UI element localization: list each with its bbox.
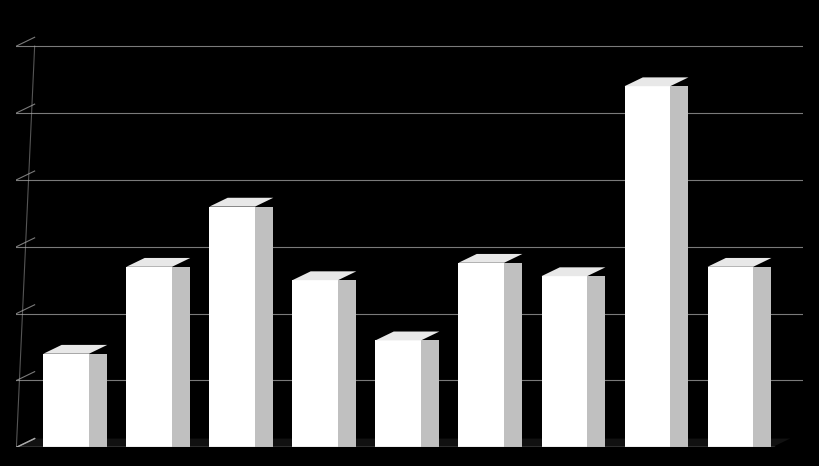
Polygon shape (89, 354, 107, 447)
Bar (625, 86, 670, 447)
Bar (43, 354, 89, 447)
Bar (375, 340, 421, 447)
Polygon shape (421, 340, 439, 447)
Polygon shape (587, 276, 605, 447)
Polygon shape (459, 254, 523, 263)
Bar (292, 280, 338, 447)
Bar (210, 206, 255, 447)
Polygon shape (126, 258, 190, 267)
Bar (541, 276, 587, 447)
Polygon shape (16, 439, 790, 447)
Polygon shape (505, 263, 523, 447)
Polygon shape (255, 206, 274, 447)
Polygon shape (541, 267, 605, 276)
Polygon shape (625, 77, 689, 86)
Polygon shape (172, 267, 190, 447)
Bar (459, 263, 505, 447)
Polygon shape (708, 258, 771, 267)
Bar (708, 267, 753, 447)
Polygon shape (43, 345, 107, 354)
Polygon shape (670, 86, 689, 447)
Bar (126, 267, 172, 447)
Polygon shape (338, 280, 356, 447)
Polygon shape (375, 331, 439, 340)
Polygon shape (292, 271, 356, 280)
Polygon shape (210, 198, 274, 206)
Polygon shape (753, 267, 771, 447)
